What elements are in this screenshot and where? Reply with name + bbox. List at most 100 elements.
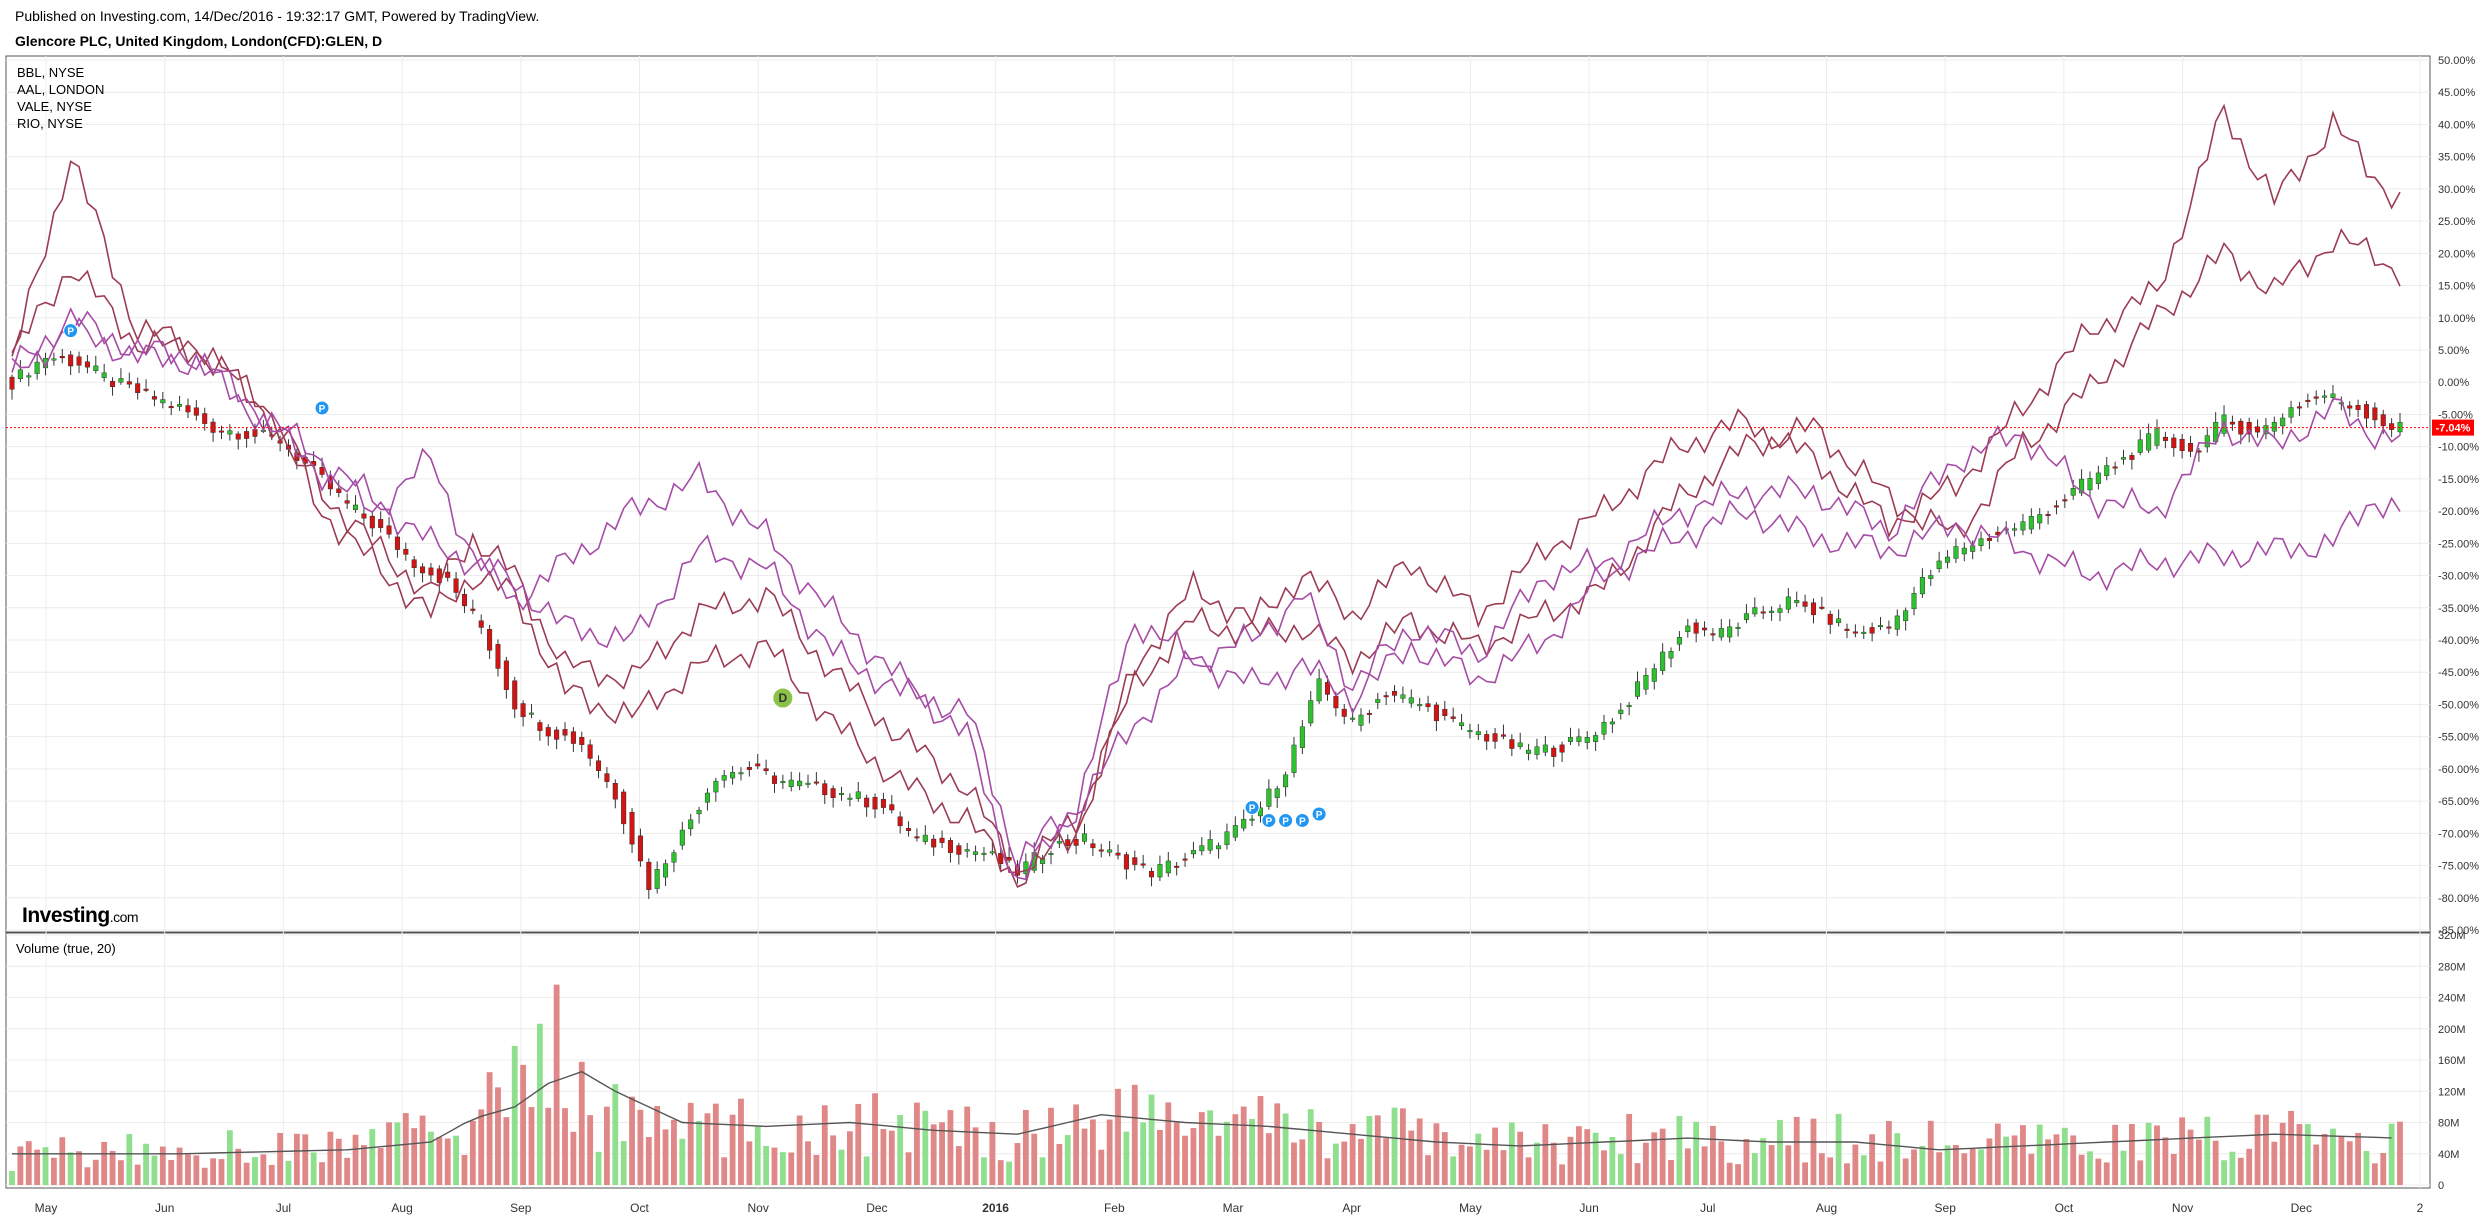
volume-bar-down <box>712 1103 719 1185</box>
volume-bar-down <box>997 1160 1004 1185</box>
candle-down <box>420 566 426 574</box>
candle-up <box>1291 744 1297 773</box>
volume-bar-down <box>243 1162 250 1185</box>
candle-down <box>143 388 149 391</box>
volume-bar-up <box>126 1134 133 1185</box>
candle-up <box>1467 730 1473 733</box>
volume-bar-up <box>922 1110 929 1185</box>
volume-bar-up <box>252 1157 258 1185</box>
volume-bar-down <box>2045 1139 2051 1185</box>
vol-tick-label: 280M <box>2438 961 2466 973</box>
x-tick-label: May <box>1459 1201 1482 1215</box>
volume-bar-down <box>872 1093 878 1185</box>
candle-down <box>1115 852 1121 856</box>
x-tick-label: Dec <box>2291 1201 2312 1215</box>
volume-bar-down <box>2170 1153 2177 1185</box>
volume-bar-up <box>1006 1161 1012 1185</box>
candle-down <box>1442 708 1448 717</box>
candle-up <box>1056 841 1062 844</box>
volume-bar-up <box>1944 1145 1951 1185</box>
volume-bar-down <box>260 1154 267 1185</box>
volume-bar-down <box>1902 1158 1909 1185</box>
volume-bar-down <box>1785 1145 1792 1185</box>
volume-bar-down <box>327 1131 334 1185</box>
candle-down <box>84 361 90 368</box>
candle-down <box>1484 734 1490 742</box>
candle-down <box>1392 690 1398 696</box>
volume-bar-down <box>821 1105 828 1185</box>
candle-down <box>2045 514 2051 517</box>
volume-bar-down <box>1743 1138 1750 1185</box>
volume-bar-down <box>964 1106 971 1185</box>
candle-up <box>1249 818 1255 821</box>
volume-bar-down <box>50 1157 57 1185</box>
candle-up <box>1224 831 1230 845</box>
candle-down <box>1383 695 1389 698</box>
volume-bar-down <box>1575 1126 1582 1185</box>
volume-bar-up <box>1919 1145 1926 1185</box>
volume-bar-down <box>1818 1153 1825 1185</box>
candle-down <box>1006 857 1012 861</box>
marker-P <box>1261 812 1277 828</box>
candle-down <box>445 571 451 578</box>
candle-up <box>528 712 534 715</box>
candle-down <box>1844 628 1850 631</box>
volume-bar-down <box>419 1115 426 1185</box>
volume-bar-down <box>972 1127 979 1185</box>
volume-bar-down <box>176 1147 183 1185</box>
volume-bar-down <box>1056 1143 1063 1185</box>
volume-bar-down <box>185 1154 191 1185</box>
candle-down <box>771 775 777 784</box>
volume-bar-down <box>1374 1115 1381 1185</box>
y-tick-label: 15.00% <box>2438 281 2476 293</box>
volume-bar-up <box>2388 1123 2395 1185</box>
volume-bar-down <box>25 1141 32 1185</box>
candle-down <box>1425 703 1431 708</box>
volume-bar-down <box>109 1150 116 1185</box>
candle-down <box>646 861 652 890</box>
volume-bar-down <box>1500 1150 1507 1185</box>
candle-down <box>562 729 568 736</box>
candle-down <box>487 629 493 651</box>
vol-tick-label: 240M <box>2438 993 2466 1005</box>
candle-up <box>1593 735 1599 742</box>
volume-bar-down <box>830 1135 837 1185</box>
marker-P <box>1278 812 1294 828</box>
candle-down <box>202 413 208 424</box>
candle-up <box>1190 850 1196 855</box>
volume-bar-down <box>947 1110 954 1185</box>
volume-bar-up <box>863 1156 870 1185</box>
volume-bar-down <box>2338 1136 2345 1185</box>
candle-down <box>110 381 116 387</box>
candle-down <box>545 727 551 737</box>
volume-bar-down <box>1525 1157 1532 1185</box>
volume-bar-down <box>2212 1140 2219 1185</box>
candle-down <box>637 835 643 862</box>
candle-down <box>2112 466 2118 469</box>
volume-bar-up <box>394 1122 401 1185</box>
candle-up <box>1878 625 1884 628</box>
candle-up <box>1961 547 1967 555</box>
volume-bar-down <box>914 1102 920 1185</box>
volume-bar-down <box>1081 1128 1088 1185</box>
volume-bar-up <box>1123 1131 1130 1185</box>
volume-bar-down <box>570 1131 577 1185</box>
candle-up <box>1643 675 1649 690</box>
volume-bar-up <box>511 1045 518 1185</box>
volume-bar-down <box>335 1138 342 1185</box>
volume-bar-down <box>704 1113 711 1185</box>
candle-down <box>2380 414 2386 427</box>
volume-bar-up <box>1366 1116 1373 1185</box>
y-tick-label: -80.00% <box>2438 893 2479 905</box>
volume-bar-up <box>1148 1094 1155 1185</box>
volume-ma-line <box>12 1070 2392 1155</box>
volume-bar-down <box>2154 1125 2160 1185</box>
candle-up <box>1743 613 1749 620</box>
candle-down <box>1333 695 1339 709</box>
axis-ticks: 50.00%45.00%40.00%35.00%30.00%25.00%20.0… <box>35 55 2480 1215</box>
candle-up <box>26 375 32 378</box>
volume-bar-down <box>2187 1129 2194 1185</box>
y-tick-label: 35.00% <box>2438 152 2476 164</box>
candle-down <box>998 853 1004 864</box>
